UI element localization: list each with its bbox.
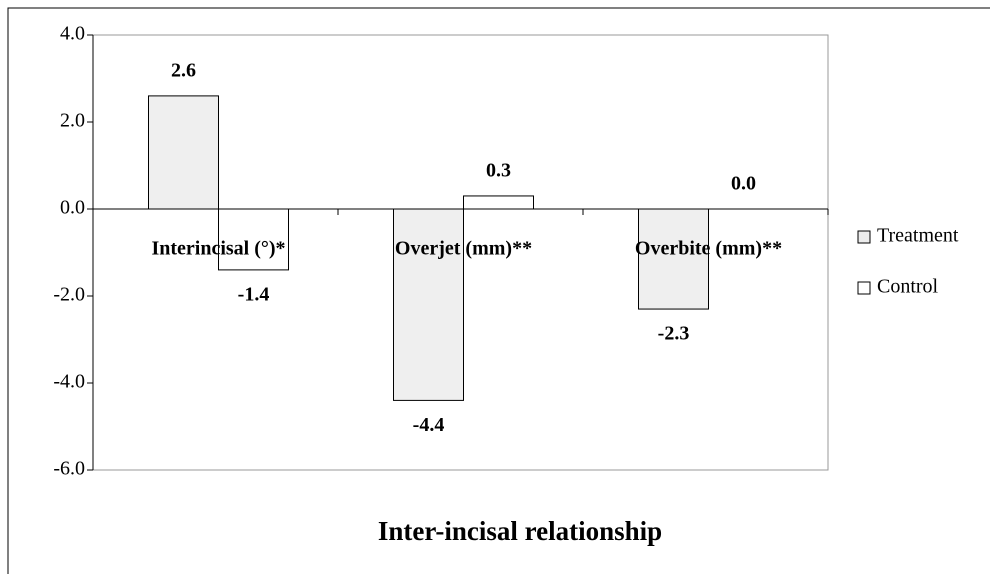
data-label: -4.4 xyxy=(413,414,445,436)
data-label: -1.4 xyxy=(238,283,270,305)
bar xyxy=(463,195,534,210)
x-tick-label: Overbite (mm)** xyxy=(635,238,782,260)
y-tick-label: -6.0 xyxy=(53,458,85,480)
data-label: 2.6 xyxy=(171,59,196,81)
bar xyxy=(393,208,464,401)
legend-swatch xyxy=(857,281,871,295)
data-label: -2.3 xyxy=(658,323,690,345)
data-label: 0.0 xyxy=(731,173,756,195)
x-tick-label: Overjet (mm)** xyxy=(395,238,532,260)
axis-title: Inter-incisal relationship xyxy=(378,516,662,546)
bar xyxy=(638,208,709,310)
bar xyxy=(148,95,219,210)
y-tick-label: 4.0 xyxy=(60,23,85,45)
y-tick-label: -4.0 xyxy=(53,371,85,393)
legend-label: Treatment xyxy=(877,225,959,247)
x-tick-label: Interincisal (°)* xyxy=(151,238,285,260)
y-tick-label: 0.0 xyxy=(60,197,85,219)
legend-label: Control xyxy=(877,276,939,298)
y-tick-label: -2.0 xyxy=(53,284,85,306)
legend-swatch xyxy=(857,230,871,244)
data-label: 0.3 xyxy=(486,160,511,182)
frame xyxy=(7,7,990,574)
y-tick-label: 2.0 xyxy=(60,110,85,132)
bar xyxy=(218,208,289,271)
